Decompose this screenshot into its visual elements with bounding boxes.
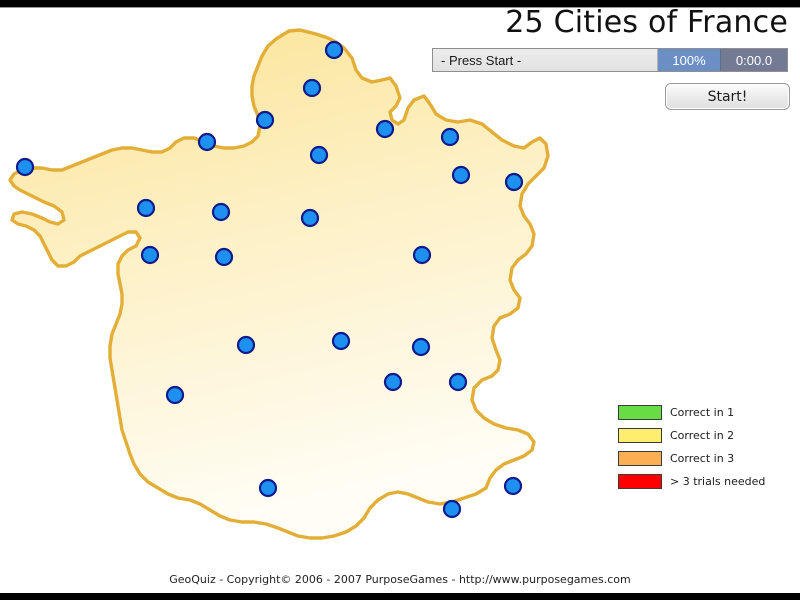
legend-row: Correct in 2	[618, 424, 788, 447]
city-dot-20[interactable]	[383, 372, 403, 392]
legend: Correct in 1 Correct in 2 Correct in 3 > 3 …	[618, 401, 788, 493]
bottom-black-bar	[0, 593, 800, 600]
city-dot-23[interactable]	[258, 478, 278, 498]
city-dot-10[interactable]	[504, 172, 524, 192]
city-dot-25[interactable]	[442, 499, 462, 519]
city-dot-6[interactable]	[197, 132, 217, 152]
legend-label: Correct in 3	[670, 452, 735, 465]
legend-swatch-4	[618, 474, 662, 489]
city-dot-3[interactable]	[255, 110, 275, 130]
city-dot-16[interactable]	[412, 245, 432, 265]
legend-row: Correct in 1	[618, 401, 788, 424]
legend-label: Correct in 2	[670, 429, 735, 442]
city-dot-2[interactable]	[302, 78, 322, 98]
start-button[interactable]: Start!	[665, 83, 790, 110]
legend-row: Correct in 3	[618, 447, 788, 470]
top-divider-rule	[0, 7, 800, 8]
legend-row: > 3 trials needed	[618, 470, 788, 493]
city-dot-14[interactable]	[140, 245, 160, 265]
city-dot-4[interactable]	[375, 119, 395, 139]
status-timer: 0:00.0	[721, 49, 787, 71]
city-dot-15[interactable]	[214, 247, 234, 267]
city-dot-8[interactable]	[451, 165, 471, 185]
france-outline	[8, 28, 550, 540]
city-dot-22[interactable]	[165, 385, 185, 405]
page-title: 25 Cities of France	[505, 5, 788, 40]
legend-swatch-3	[618, 451, 662, 466]
city-dot-19[interactable]	[411, 337, 431, 357]
city-dot-5[interactable]	[440, 127, 460, 147]
status-message: - Press Start -	[433, 49, 658, 71]
city-dot-9[interactable]	[15, 157, 35, 177]
top-black-bar	[0, 0, 800, 7]
city-dot-18[interactable]	[331, 331, 351, 351]
city-dot-12[interactable]	[211, 202, 231, 222]
city-dot-21[interactable]	[448, 372, 468, 392]
legend-label: > 3 trials needed	[670, 475, 766, 488]
city-dot-17[interactable]	[236, 335, 256, 355]
footer-credit: GeoQuiz - Copyright© 2006 - 2007 Purpose…	[169, 573, 631, 586]
status-bar: - Press Start - 100% 0:00.0	[432, 48, 788, 72]
legend-label: Correct in 1	[670, 406, 735, 419]
city-dot-1[interactable]	[324, 40, 344, 60]
city-dot-24[interactable]	[503, 476, 523, 496]
france-map[interactable]	[0, 8, 600, 568]
city-dot-13[interactable]	[300, 208, 320, 228]
city-dot-7[interactable]	[309, 145, 329, 165]
city-dot-11[interactable]	[136, 198, 156, 218]
legend-swatch-2	[618, 428, 662, 443]
legend-swatch-1	[618, 405, 662, 420]
status-percent: 100%	[658, 49, 721, 71]
